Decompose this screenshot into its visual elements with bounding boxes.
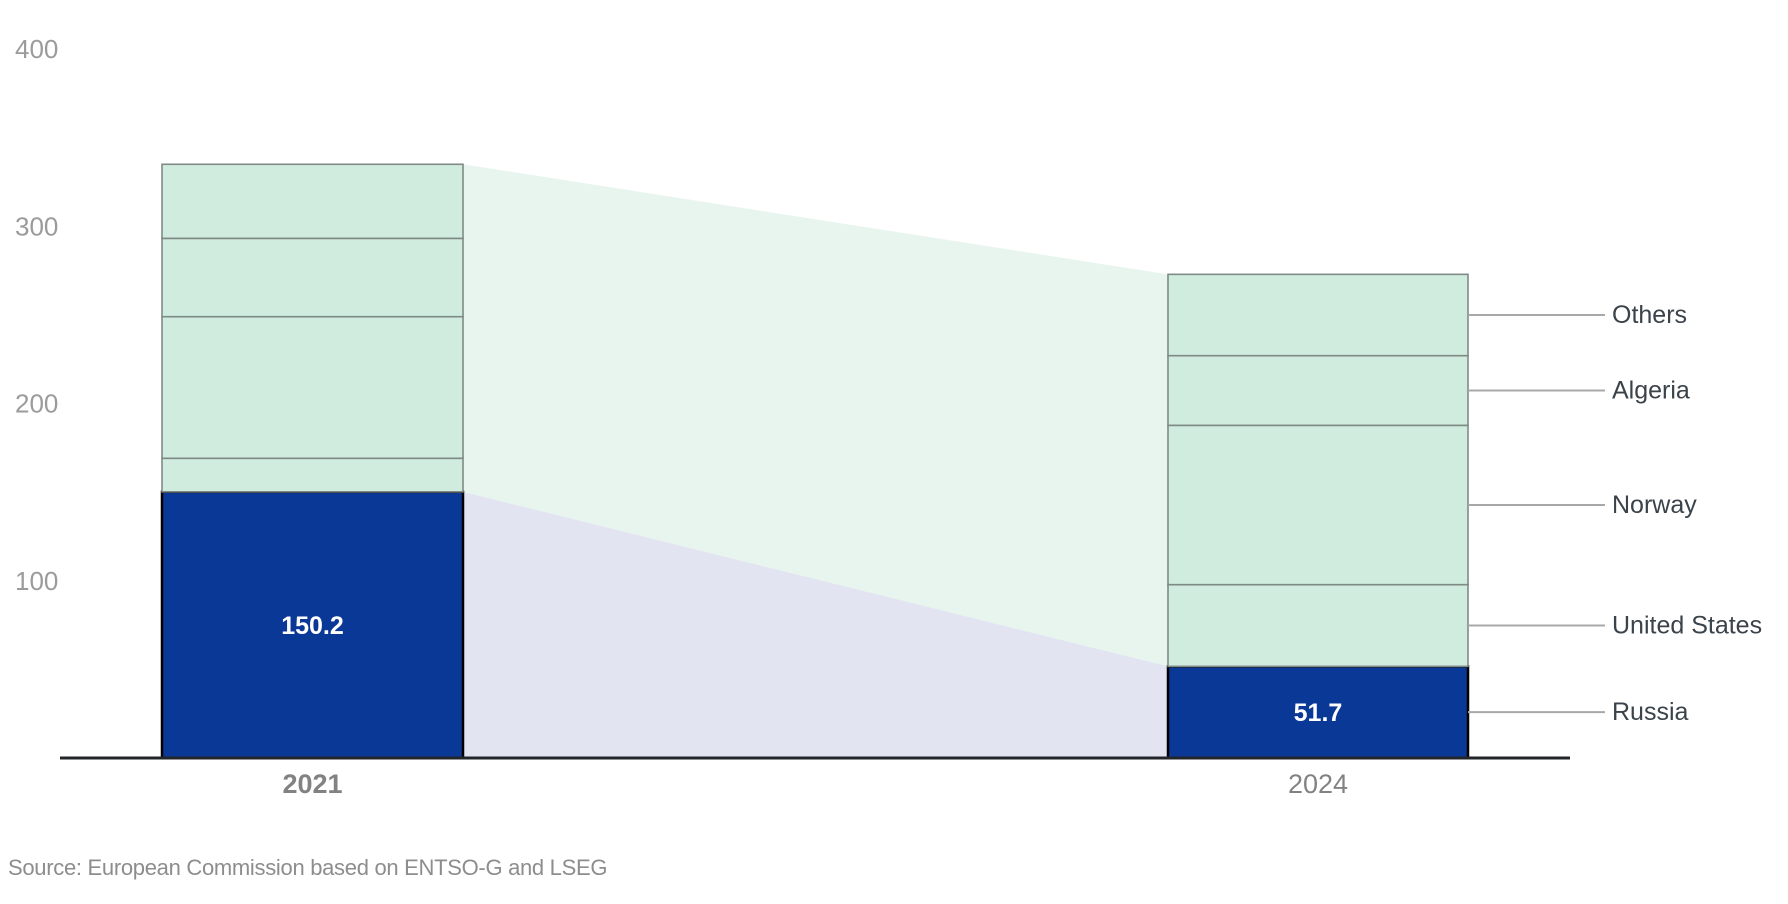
value-label-2024: 51.7	[1294, 699, 1343, 727]
year-label-2021: 2021	[282, 769, 342, 799]
bar-segment-2021-norway[interactable]	[161, 315, 464, 460]
bar-segment-2024-algeria[interactable]	[1167, 354, 1469, 427]
bar-segment-2024-norway[interactable]	[1167, 424, 1469, 586]
category-label-russia: Russia	[1612, 698, 1689, 726]
bar-segment-2021-russia[interactable]	[160, 490, 465, 760]
ytick-label-100: 100	[15, 566, 58, 596]
ytick-label-200: 200	[15, 389, 58, 419]
bar-segment-2021-algeria[interactable]	[161, 237, 464, 318]
ytick-label-300: 300	[15, 211, 58, 241]
source-note: Source: European Commission based on ENT…	[8, 855, 608, 880]
bar-segment-2024-others[interactable]	[1167, 273, 1469, 357]
value-label-2021: 150.2	[281, 612, 344, 640]
category-label-united-states: United States	[1612, 612, 1762, 640]
ytick-label-400: 400	[15, 34, 58, 64]
slope-band-russia	[463, 491, 1168, 758]
slope-band-non-russia	[463, 164, 1168, 667]
category-label-algeria: Algeria	[1612, 377, 1690, 405]
category-label-norway: Norway	[1612, 491, 1697, 519]
bar-segment-2021-others[interactable]	[161, 163, 464, 240]
bar-segment-2024-united-states[interactable]	[1167, 583, 1469, 668]
category-label-others: Others	[1612, 301, 1687, 329]
year-label-2024: 2024	[1288, 769, 1348, 799]
bar-segment-2021-united-states[interactable]	[161, 457, 464, 493]
